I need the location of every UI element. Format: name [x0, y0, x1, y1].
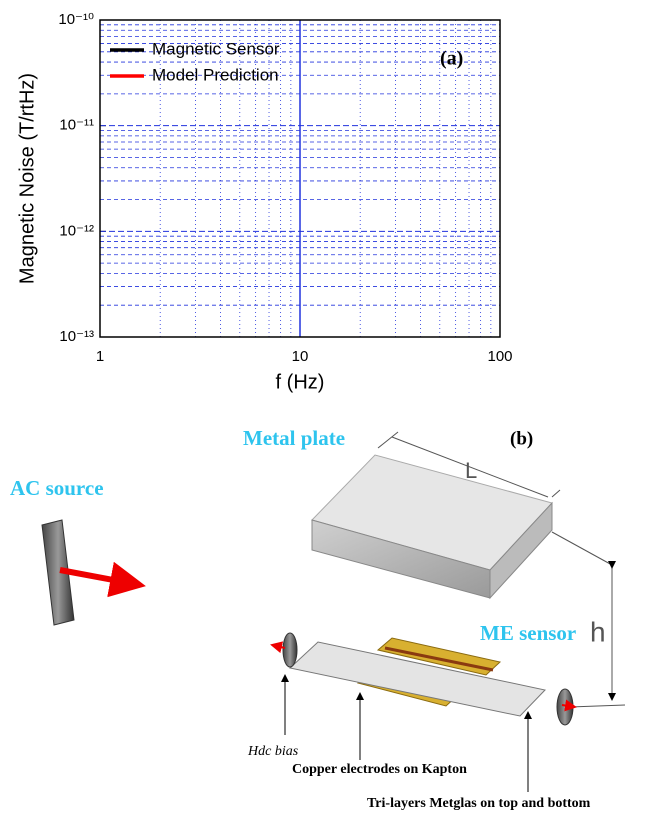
bias-arrow — [561, 699, 577, 712]
metglas-strip — [288, 641, 546, 717]
height-label: h — [590, 616, 606, 647]
legend-label: Magnetic Sensor — [152, 39, 280, 58]
field-arrow — [59, 561, 146, 598]
y-axis-label: Magnetic Noise (T/rtHz) — [16, 73, 38, 284]
x-axis-label: f (Hz) — [276, 371, 325, 393]
plate-side — [489, 501, 553, 600]
hdc-bias-label: Hdc bias — [247, 744, 299, 759]
dim-tick — [377, 431, 399, 449]
bias-magnet — [282, 632, 298, 668]
bias-arrow — [270, 641, 286, 654]
ac-source-label: AC source — [10, 476, 104, 500]
panel-label: (a) — [440, 48, 463, 70]
metglas-label: Tri-layers Metglas on top and bottom — [367, 796, 591, 811]
dim-line — [551, 531, 613, 566]
legend-label: Model Prediction — [152, 65, 279, 84]
dim-line — [569, 704, 626, 708]
y-tick-label: 10⁻¹⁰ — [58, 11, 94, 28]
copper-label: Copper electrodes on Kapton — [292, 762, 467, 777]
me-sensor-label: ME sensor — [480, 621, 576, 645]
chart: 10⁻¹³ 10⁻¹² 10⁻¹¹ 10⁻¹⁰ 1 10 100 f (Hz) Magnetic… — [16, 11, 512, 393]
length-label: L — [465, 458, 477, 483]
y-tick-label: 10⁻¹³ — [59, 328, 94, 345]
ac-coil — [41, 519, 75, 626]
electrode-wire — [384, 646, 494, 672]
dim-line — [391, 436, 549, 498]
panel-label: (b) — [510, 428, 533, 449]
dim-tick — [551, 489, 561, 498]
metal-plate-label: Metal plate — [243, 426, 345, 450]
plot-frame — [99, 19, 501, 338]
diagram: (b) Metal plate L AC source ME sensor h … — [10, 426, 626, 811]
x-tick-label: 10 — [292, 348, 309, 365]
x-tick-label: 100 — [487, 348, 512, 365]
x-tick-label: 1 — [96, 348, 104, 365]
y-tick-label: 10⁻¹¹ — [59, 117, 94, 134]
y-tick-label: 10⁻¹² — [59, 222, 94, 239]
